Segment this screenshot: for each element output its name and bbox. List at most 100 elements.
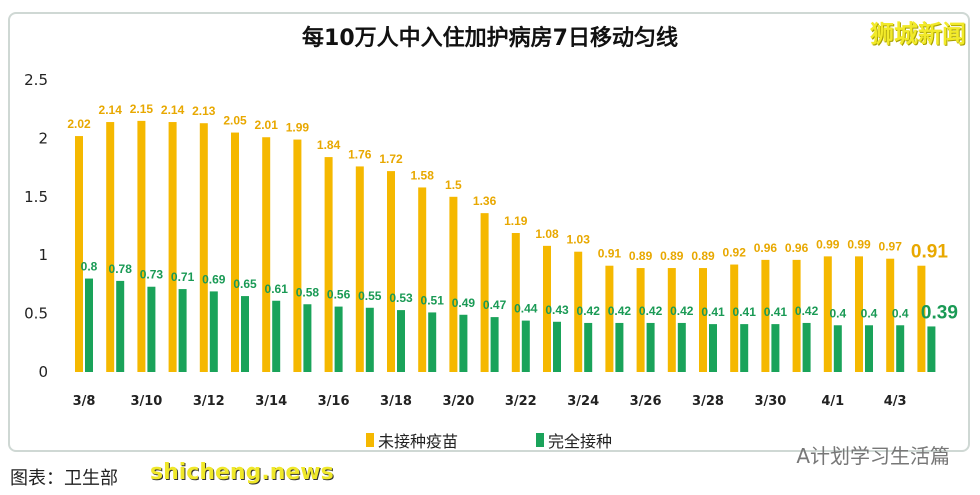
data-label: 1.36 xyxy=(473,194,497,208)
chart-frame xyxy=(8,12,970,452)
bar-unvaccinated xyxy=(699,268,707,372)
data-label: 0.39 xyxy=(921,302,958,323)
data-label: 2.05 xyxy=(223,114,247,128)
bar-unvaccinated xyxy=(137,120,146,372)
bar-vaccinated xyxy=(241,296,249,372)
bar-unvaccinated xyxy=(231,132,239,372)
x-tick-label: 3/24 xyxy=(567,394,599,409)
y-tick-label: 2 xyxy=(38,129,48,147)
data-label: 1.19 xyxy=(504,214,528,228)
data-label: 0.8 xyxy=(81,260,98,274)
bar-vaccinated xyxy=(365,307,374,372)
x-tick-label: 4/3 xyxy=(884,394,907,409)
bar-unvaccinated xyxy=(106,122,115,372)
wechat-watermark: A计划学习生活篇 xyxy=(796,444,950,468)
bar-unvaccinated xyxy=(168,122,177,372)
bar-unvaccinated xyxy=(886,258,895,372)
bar-vaccinated xyxy=(116,280,125,372)
bar-vaccinated xyxy=(303,304,312,372)
bar-vaccinated xyxy=(178,289,187,372)
data-label: 0.89 xyxy=(660,249,684,263)
data-label: 0.4 xyxy=(892,306,909,320)
bar-vaccinated xyxy=(397,310,405,372)
data-label: 2.14 xyxy=(99,103,123,117)
x-tick-label: 3/14 xyxy=(255,394,287,409)
data-label: 0.89 xyxy=(691,249,715,263)
data-label: 0.51 xyxy=(421,293,445,307)
chart-title: 每10万人中入住加护病房7日移动匀线 xyxy=(302,26,678,51)
x-tick-label: 3/30 xyxy=(754,394,786,409)
data-label: 0.47 xyxy=(483,298,507,312)
x-tick-label: 3/16 xyxy=(318,394,350,409)
bar-vaccinated xyxy=(147,286,156,372)
bar-vaccinated xyxy=(428,312,437,372)
data-label: 0.41 xyxy=(764,305,788,319)
brand-logo: 狮城新闻 xyxy=(870,20,966,48)
bar-vaccinated xyxy=(209,291,218,372)
y-tick-label: 0 xyxy=(38,363,48,381)
bar-vaccinated xyxy=(771,324,780,372)
bar-vaccinated xyxy=(646,322,655,372)
data-label: 1.99 xyxy=(286,121,310,135)
y-tick-label: 0.5 xyxy=(24,305,48,323)
x-tick-label: 3/28 xyxy=(692,394,724,409)
legend-label: 未接种疫苗 xyxy=(378,432,459,451)
data-label: 0.56 xyxy=(327,288,351,302)
bar-vaccinated xyxy=(927,326,936,372)
bar-unvaccinated xyxy=(480,213,489,372)
data-label: 2.15 xyxy=(130,102,154,116)
data-label: 0.96 xyxy=(754,241,778,255)
data-label: 0.41 xyxy=(701,305,725,319)
data-label: 2.01 xyxy=(255,118,279,132)
y-tick-label: 1 xyxy=(38,246,48,264)
data-label: 0.78 xyxy=(109,262,133,276)
data-label: 0.43 xyxy=(545,303,569,317)
bar-vaccinated xyxy=(334,306,343,372)
data-label: 0.97 xyxy=(879,240,903,254)
bar-unvaccinated xyxy=(355,166,364,372)
data-label: 0.42 xyxy=(577,304,601,318)
bar-unvaccinated xyxy=(761,259,770,372)
legend-item-unvaccinated: 未接种疫苗 xyxy=(366,428,458,452)
data-label: 0.4 xyxy=(829,306,846,320)
data-label: 0.73 xyxy=(140,268,164,282)
bar-unvaccinated xyxy=(855,256,863,372)
data-label: 0.99 xyxy=(847,237,871,251)
legend-label: 完全接种 xyxy=(548,432,613,451)
data-label: 1.72 xyxy=(379,152,403,166)
bar-unvaccinated xyxy=(792,259,801,372)
bar-vaccinated xyxy=(272,300,281,372)
bar-unvaccinated xyxy=(387,171,395,372)
bar-vaccinated xyxy=(584,322,593,372)
bar-vaccinated xyxy=(833,325,842,372)
data-label: 1.03 xyxy=(567,233,591,247)
legend-swatch xyxy=(536,433,544,447)
source-note: 图表：卫生部 xyxy=(10,468,118,489)
bar-unvaccinated xyxy=(823,256,832,372)
bar-vaccinated xyxy=(615,322,624,372)
data-label: 0.61 xyxy=(265,282,289,296)
bar-unvaccinated xyxy=(574,251,583,372)
data-label: 1.58 xyxy=(411,168,435,182)
data-label: 2.02 xyxy=(67,117,91,131)
data-label: 0.96 xyxy=(785,241,809,255)
bar-unvaccinated xyxy=(636,268,645,372)
bar-vaccinated xyxy=(553,321,561,372)
bar-vaccinated xyxy=(490,317,499,372)
legend-swatch xyxy=(366,433,374,447)
bar-vaccinated xyxy=(709,324,717,372)
bar-unvaccinated xyxy=(511,233,520,372)
y-tick-label: 2.5 xyxy=(24,71,48,89)
data-label: 0.99 xyxy=(816,237,840,251)
data-label: 0.71 xyxy=(171,270,195,284)
x-tick-label: 3/12 xyxy=(193,394,225,409)
x-tick-label: 3/22 xyxy=(505,394,537,409)
data-label: 0.91 xyxy=(598,247,622,261)
data-label: 0.4 xyxy=(861,306,878,320)
bar-vaccinated xyxy=(896,325,905,372)
data-label: 0.65 xyxy=(233,277,257,291)
bar-vaccinated xyxy=(521,320,530,372)
data-label: 0.42 xyxy=(795,304,819,318)
x-tick-label: 3/8 xyxy=(73,394,96,409)
